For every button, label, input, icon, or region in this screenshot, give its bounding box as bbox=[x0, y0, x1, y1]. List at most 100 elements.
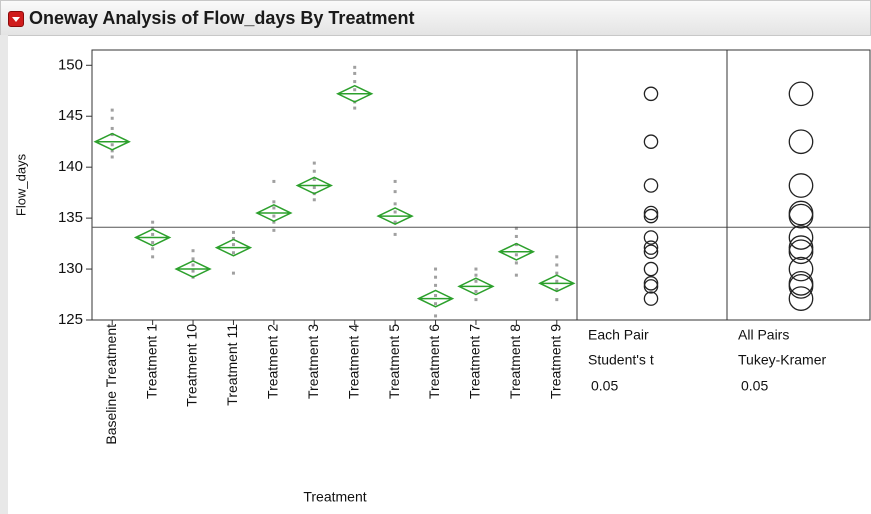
data-point bbox=[474, 298, 478, 302]
x-tick-label: Treatment 6 bbox=[426, 324, 442, 399]
circle-alpha: 0.05 bbox=[741, 378, 768, 394]
data-point bbox=[231, 243, 235, 247]
comparison-circle bbox=[788, 235, 814, 261]
comparison-circle bbox=[788, 173, 814, 198]
x-tick-label: Treatment 7 bbox=[467, 324, 483, 399]
comparison-circle bbox=[788, 239, 814, 265]
data-point bbox=[151, 226, 155, 230]
side-margin bbox=[0, 35, 8, 514]
data-point bbox=[312, 186, 316, 190]
comparison-circle bbox=[643, 244, 659, 260]
x-tick-label: Treatment 3 bbox=[305, 324, 321, 399]
data-point bbox=[434, 275, 438, 279]
comparison-circle bbox=[643, 205, 659, 221]
data-point bbox=[555, 298, 559, 302]
data-point bbox=[393, 179, 397, 183]
data-point bbox=[353, 71, 357, 75]
circle-method: Each Pair bbox=[588, 327, 649, 343]
data-point bbox=[514, 234, 518, 238]
y-tick-label: 130 bbox=[58, 260, 83, 277]
comparison-circle bbox=[788, 203, 814, 229]
comparison-circle bbox=[643, 291, 659, 306]
comparison-circle bbox=[788, 270, 814, 296]
x-tick-label: Baseline Treatment bbox=[103, 324, 119, 445]
mean-diamond bbox=[538, 274, 576, 293]
y-tick-label: 135 bbox=[58, 209, 83, 226]
data-point bbox=[514, 226, 518, 230]
data-point bbox=[474, 279, 478, 283]
circle-method: All Pairs bbox=[738, 327, 789, 343]
data-point bbox=[434, 283, 438, 287]
data-point bbox=[393, 232, 397, 236]
data-point bbox=[353, 65, 357, 69]
comparison-circle bbox=[643, 86, 659, 102]
comparison-circle bbox=[643, 240, 659, 255]
circle-test: Student's t bbox=[588, 352, 654, 368]
comparison-circle bbox=[643, 178, 659, 193]
report-title: Oneway Analysis of Flow_days By Treatmen… bbox=[29, 8, 415, 28]
mean-diamond bbox=[376, 207, 414, 226]
data-point bbox=[393, 210, 397, 214]
data-point bbox=[434, 314, 438, 318]
data-point bbox=[353, 106, 357, 110]
y-axis-label: Flow_days bbox=[13, 153, 28, 216]
x-tick-label: Treatment 9 bbox=[547, 324, 563, 399]
mean-diamond bbox=[255, 204, 293, 223]
circle-alpha: 0.05 bbox=[591, 378, 618, 394]
x-tick-label: Treatment 2 bbox=[265, 324, 281, 399]
mean-diamond bbox=[93, 132, 131, 151]
data-point bbox=[151, 220, 155, 224]
data-point bbox=[434, 294, 438, 298]
mean-diamond bbox=[336, 84, 374, 103]
data-point bbox=[555, 255, 559, 259]
data-point bbox=[272, 228, 276, 232]
data-point bbox=[231, 271, 235, 275]
comparison-circle bbox=[643, 230, 659, 245]
data-point bbox=[151, 255, 155, 259]
data-point bbox=[555, 287, 559, 291]
data-point bbox=[272, 206, 276, 210]
mean-diamond bbox=[133, 228, 172, 247]
y-tick-label: 125 bbox=[58, 311, 83, 328]
mean-diamond bbox=[416, 289, 455, 308]
data-point bbox=[393, 202, 397, 206]
data-point bbox=[555, 263, 559, 267]
data-point bbox=[231, 251, 235, 255]
mean-diamond bbox=[214, 238, 253, 257]
data-point bbox=[312, 198, 316, 202]
data-point bbox=[474, 289, 478, 293]
comparison-circle bbox=[643, 134, 659, 149]
data-point bbox=[151, 247, 155, 251]
data-point bbox=[474, 273, 478, 277]
data-point bbox=[231, 236, 235, 240]
data-point bbox=[312, 169, 316, 173]
data-point bbox=[555, 271, 559, 275]
y-tick-label: 150 bbox=[58, 56, 83, 73]
data-point bbox=[434, 267, 438, 271]
data-point bbox=[393, 220, 397, 224]
x-axis-label: Treatment bbox=[303, 489, 366, 505]
comparison-circle bbox=[788, 81, 814, 107]
mean-diamond bbox=[497, 242, 536, 261]
data-point bbox=[191, 249, 195, 253]
data-point bbox=[312, 161, 316, 165]
data-point bbox=[191, 269, 195, 273]
data-point bbox=[514, 261, 518, 265]
data-point bbox=[191, 257, 195, 261]
data-point bbox=[110, 133, 114, 137]
data-point bbox=[272, 220, 276, 224]
comparison-circle bbox=[643, 276, 659, 291]
data-point bbox=[272, 179, 276, 183]
data-point bbox=[110, 149, 114, 153]
data-point bbox=[110, 155, 114, 159]
disclosure-button[interactable] bbox=[8, 11, 24, 27]
y-tick-label: 145 bbox=[58, 107, 83, 124]
mean-diamond bbox=[174, 260, 212, 279]
data-point bbox=[393, 190, 397, 194]
data-point bbox=[353, 88, 357, 92]
x-tick-label: Treatment 4 bbox=[345, 324, 361, 399]
data-point bbox=[110, 126, 114, 130]
x-tick-label: Treatment 5 bbox=[386, 324, 402, 399]
